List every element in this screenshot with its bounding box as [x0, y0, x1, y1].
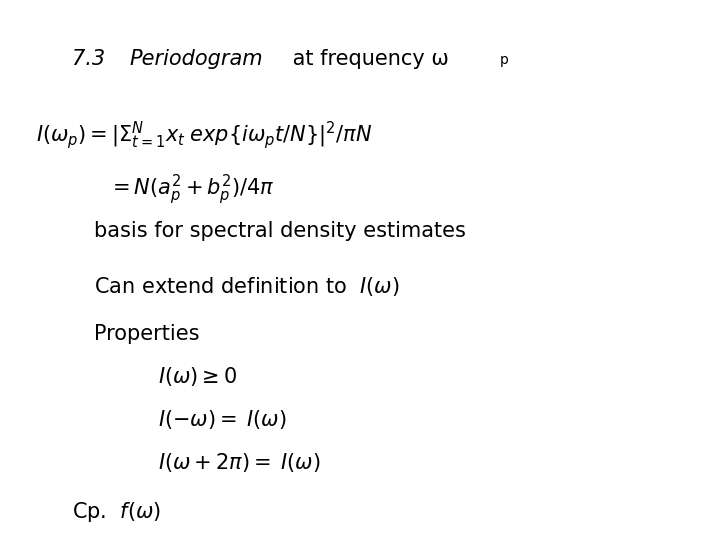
Text: $I(\omega) \geq 0$: $I(\omega) \geq 0$ — [158, 364, 238, 388]
Text: $= N(a_p^2 + b_p^2)/4\pi$: $= N(a_p^2 + b_p^2)/4\pi$ — [108, 173, 274, 207]
Text: Cp.  $f(\omega)$: Cp. $f(\omega)$ — [72, 500, 161, 523]
Text: $I(\omega_p) = |\Sigma_{t=1}^{N} x_t\; exp\{i\omega_p t/N\}|^2 /\pi N$: $I(\omega_p) = |\Sigma_{t=1}^{N} x_t\; e… — [36, 119, 372, 151]
Text: 7.3: 7.3 — [72, 49, 112, 69]
Text: $I(-\omega) =\; I(\omega)$: $I(-\omega) =\; I(\omega)$ — [158, 408, 287, 431]
Text: Periodogram: Periodogram — [129, 49, 263, 69]
Text: basis for spectral density estimates: basis for spectral density estimates — [94, 221, 465, 241]
Text: p: p — [500, 53, 508, 67]
Text: Can extend definition to  $I(\omega)$: Can extend definition to $I(\omega)$ — [94, 275, 400, 299]
Text: at frequency ω: at frequency ω — [286, 49, 449, 69]
Text: $I(\omega+2\pi) =\; I(\omega)$: $I(\omega+2\pi) =\; I(\omega)$ — [158, 451, 321, 474]
Text: Properties: Properties — [94, 324, 199, 344]
